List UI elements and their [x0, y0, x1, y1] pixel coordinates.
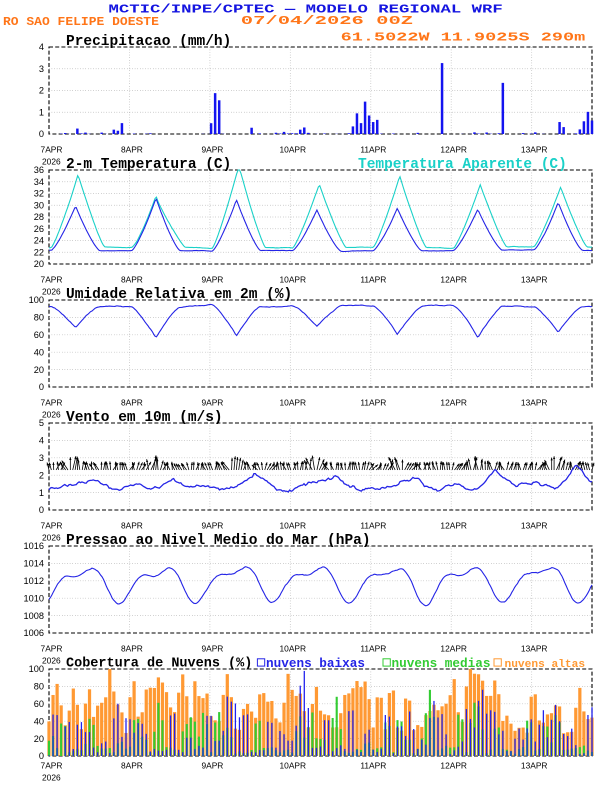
- svg-text:9APR: 9APR: [201, 761, 223, 771]
- svg-text:28: 28: [34, 212, 44, 222]
- svg-text:34: 34: [34, 177, 44, 187]
- svg-text:20: 20: [34, 365, 44, 375]
- svg-text:Temperatura Aparente (C): Temperatura Aparente (C): [358, 157, 567, 173]
- svg-text:4: 4: [39, 436, 44, 446]
- svg-text:nuvens baixas: nuvens baixas: [266, 656, 365, 671]
- svg-text:26: 26: [34, 224, 44, 234]
- svg-text:13APR: 13APR: [521, 761, 548, 771]
- svg-text:2-m Temperatura (C): 2-m Temperatura (C): [66, 157, 231, 173]
- svg-text:80: 80: [34, 682, 44, 692]
- svg-text:7APR: 7APR: [41, 275, 63, 285]
- svg-text:9APR: 9APR: [201, 521, 223, 531]
- svg-text:1016: 1016: [24, 541, 44, 551]
- svg-text:Pressao ao Nivel Medio do Mar: Pressao ao Nivel Medio do Mar (hPa): [66, 533, 371, 549]
- svg-text:Cobertura de Nuvens (%): Cobertura de Nuvens (%): [66, 657, 252, 672]
- svg-text:13APR: 13APR: [521, 145, 548, 155]
- svg-text:8APR: 8APR: [121, 398, 143, 408]
- svg-text:9APR: 9APR: [201, 145, 223, 155]
- svg-text:Umidade Relativa em 2m (%): Umidade Relativa em 2m (%): [66, 287, 292, 303]
- svg-text:2026: 2026: [42, 287, 61, 297]
- svg-text:20: 20: [34, 734, 44, 744]
- svg-text:1006: 1006: [24, 628, 44, 638]
- svg-text:11APR: 11APR: [360, 644, 386, 654]
- svg-text:2026: 2026: [42, 656, 61, 666]
- svg-text:2026: 2026: [42, 773, 61, 783]
- svg-text:9APR: 9APR: [201, 398, 223, 408]
- svg-text:40: 40: [34, 347, 44, 357]
- svg-text:36: 36: [34, 165, 44, 175]
- svg-text:60: 60: [34, 699, 44, 709]
- svg-text:8APR: 8APR: [121, 521, 143, 531]
- svg-text:9APR: 9APR: [201, 275, 223, 285]
- svg-text:nuvens medias: nuvens medias: [392, 656, 491, 671]
- svg-text:5: 5: [39, 418, 44, 428]
- svg-text:10APR: 10APR: [280, 398, 307, 408]
- svg-text:12APR: 12APR: [440, 145, 467, 155]
- svg-text:1012: 1012: [24, 576, 44, 586]
- svg-text:10APR: 10APR: [280, 145, 307, 155]
- svg-text:07/04/2026 00Z: 07/04/2026 00Z: [241, 15, 413, 29]
- svg-text:0: 0: [39, 382, 44, 392]
- svg-text:100: 100: [29, 295, 44, 305]
- svg-text:RO SAO FELIPE DOESTE: RO SAO FELIPE DOESTE: [3, 15, 159, 28]
- svg-text:12APR: 12APR: [440, 521, 467, 531]
- svg-text:1014: 1014: [24, 559, 44, 569]
- svg-text:40: 40: [34, 716, 44, 726]
- svg-text:24: 24: [34, 236, 44, 246]
- svg-text:8APR: 8APR: [121, 761, 143, 771]
- svg-text:13APR: 13APR: [521, 275, 548, 285]
- svg-text:10APR: 10APR: [280, 644, 307, 654]
- svg-text:0: 0: [39, 129, 44, 139]
- svg-text:60: 60: [34, 330, 44, 340]
- svg-text:11APR: 11APR: [360, 521, 386, 531]
- svg-text:nuvens altas: nuvens altas: [505, 659, 586, 671]
- svg-text:61.5022W 11.9025S 290m: 61.5022W 11.9025S 290m: [341, 31, 586, 45]
- svg-text:11APR: 11APR: [360, 145, 386, 155]
- svg-text:0: 0: [39, 505, 44, 515]
- svg-text:9APR: 9APR: [201, 644, 223, 654]
- svg-text:Vento em 10m (m/s): Vento em 10m (m/s): [66, 410, 223, 426]
- svg-text:2: 2: [39, 86, 44, 96]
- svg-text:7APR: 7APR: [41, 521, 63, 531]
- svg-text:11APR: 11APR: [360, 275, 386, 285]
- svg-text:3: 3: [39, 453, 44, 463]
- svg-text:10APR: 10APR: [280, 761, 307, 771]
- svg-text:10APR: 10APR: [280, 275, 307, 285]
- svg-text:80: 80: [34, 313, 44, 323]
- svg-text:1: 1: [39, 108, 44, 118]
- svg-text:2026: 2026: [42, 533, 61, 543]
- svg-text:13APR: 13APR: [521, 521, 548, 531]
- svg-text:8APR: 8APR: [121, 275, 143, 285]
- svg-text:22: 22: [34, 247, 44, 257]
- svg-text:2: 2: [39, 470, 44, 480]
- svg-text:1010: 1010: [24, 593, 44, 603]
- svg-text:13APR: 13APR: [521, 644, 548, 654]
- svg-text:20: 20: [34, 259, 44, 269]
- svg-text:11APR: 11APR: [360, 398, 386, 408]
- svg-text:11APR: 11APR: [360, 761, 386, 771]
- svg-text:30: 30: [34, 200, 44, 210]
- svg-text:10APR: 10APR: [280, 521, 307, 531]
- svg-text:12APR: 12APR: [440, 398, 467, 408]
- svg-text:4: 4: [39, 42, 44, 52]
- svg-text:1: 1: [39, 488, 44, 498]
- svg-text:7APR: 7APR: [41, 145, 63, 155]
- svg-text:8APR: 8APR: [121, 145, 143, 155]
- svg-text:2026: 2026: [42, 157, 61, 167]
- svg-text:2026: 2026: [42, 410, 61, 420]
- svg-text:12APR: 12APR: [440, 644, 467, 654]
- svg-text:7APR: 7APR: [41, 644, 63, 654]
- svg-text:7APR: 7APR: [41, 761, 63, 771]
- svg-text:8APR: 8APR: [121, 644, 143, 654]
- svg-text:1008: 1008: [24, 611, 44, 621]
- svg-text:100: 100: [29, 664, 44, 674]
- svg-text:12APR: 12APR: [440, 275, 467, 285]
- svg-text:Precipitacao (mm/h): Precipitacao (mm/h): [66, 34, 231, 50]
- svg-text:3: 3: [39, 64, 44, 74]
- svg-text:12APR: 12APR: [440, 761, 467, 771]
- svg-text:13APR: 13APR: [521, 398, 548, 408]
- svg-text:32: 32: [34, 189, 44, 199]
- svg-text:7APR: 7APR: [41, 398, 63, 408]
